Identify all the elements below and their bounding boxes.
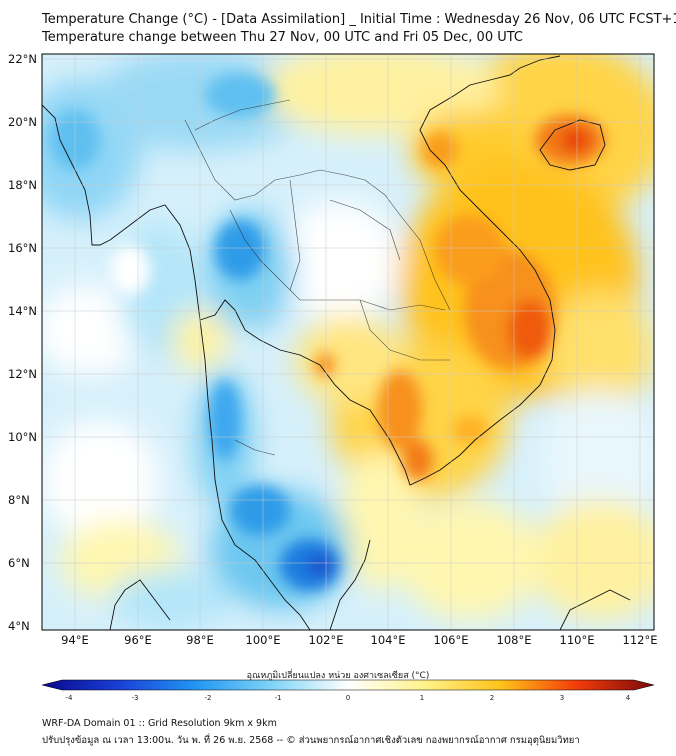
map-frame (41, 53, 655, 631)
coastlines (42, 55, 631, 630)
lat-label: 22°N (8, 52, 37, 66)
title-line-2: Temperature change between Thu 27 Nov, 0… (42, 30, 523, 45)
admin-borders (184, 99, 451, 456)
lon-label: 96°E (124, 633, 152, 647)
colorbar-tick: 4 (625, 694, 631, 702)
lon-label: 112°E (622, 633, 658, 647)
lon-label: 104°E (370, 633, 406, 647)
lon-label: 102°E (308, 633, 344, 647)
colorbar-tick: 3 (559, 694, 565, 702)
lon-label: 110°E (559, 633, 595, 647)
lat-label: 12°N (8, 367, 37, 381)
footer-line-1: WRF-DA Domain 01 :: Grid Resolution 9km … (42, 718, 277, 729)
title-line-1: Temperature Change (°C) - [Data Assimila… (42, 12, 676, 27)
gridlines (42, 54, 654, 630)
footer-line-2: ปรับปรุงข้อมูล ณ เวลา 13:00น. วัน พ. ที่… (42, 735, 580, 746)
lat-label: 4°N (8, 619, 30, 633)
colorbar-tick: -4 (65, 694, 73, 702)
lat-label: 6°N (8, 556, 30, 570)
lon-label: 100°E (245, 633, 281, 647)
colorbar-tick: -3 (131, 694, 139, 702)
lon-label: 106°E (433, 633, 469, 647)
colorbar (41, 679, 655, 691)
colorbar-tick: 1 (419, 694, 425, 702)
lat-label: 16°N (8, 241, 37, 255)
lat-label: 8°N (8, 493, 30, 507)
lon-label: 108°E (496, 633, 532, 647)
temperature-field (42, 54, 654, 630)
lon-label: 98°E (186, 633, 214, 647)
colorbar-tick: 2 (489, 694, 495, 702)
lon-label: 94°E (61, 633, 89, 647)
lat-label: 14°N (8, 304, 37, 318)
colorbar-tick: -2 (204, 694, 212, 702)
lat-label: 18°N (8, 178, 37, 192)
colorbar-tick: -1 (274, 694, 282, 702)
colorbar-tick: 0 (345, 694, 351, 702)
colorbar-title: อุณหภูมิเปลี่ยนแปลง หน่วย องศาเซลเซียส (… (246, 671, 430, 681)
lat-label: 20°N (8, 115, 37, 129)
lat-label: 10°N (8, 430, 37, 444)
